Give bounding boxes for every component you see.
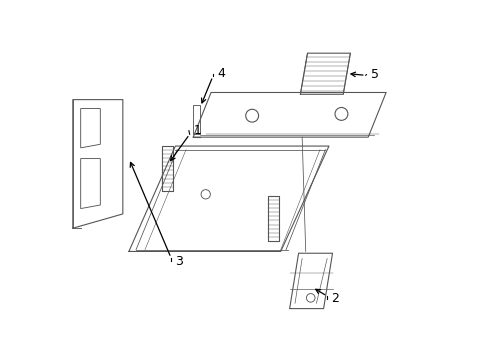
Text: 5: 5 bbox=[371, 68, 379, 81]
Text: 1: 1 bbox=[193, 124, 201, 137]
Text: 2: 2 bbox=[331, 292, 339, 305]
Text: 4: 4 bbox=[217, 67, 225, 80]
Text: 3: 3 bbox=[175, 255, 183, 268]
